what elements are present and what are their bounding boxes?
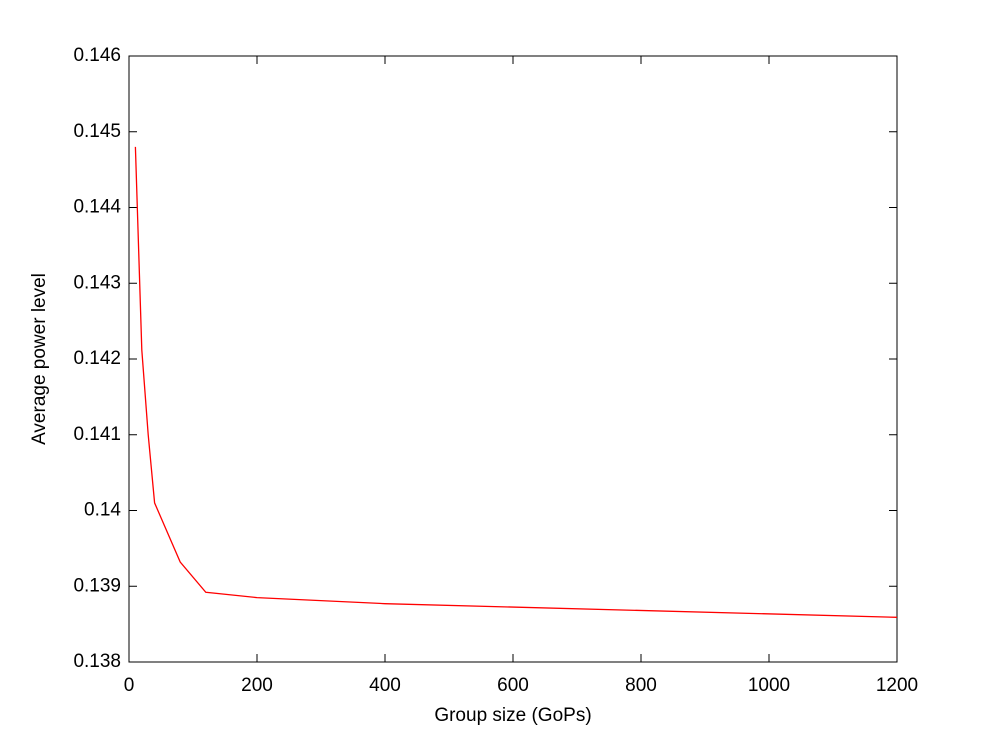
y-tick-label: 0.145 (73, 121, 121, 142)
x-tick-label: 200 (241, 675, 273, 696)
y-tick-label: 0.143 (73, 272, 121, 293)
plot-frame (128, 55, 898, 663)
y-tick-label: 0.141 (73, 424, 121, 445)
y-tick-label: 0.14 (84, 500, 121, 521)
y-axis-label: Average power level (29, 273, 50, 445)
data-line (134, 146, 898, 618)
x-tick-label: 600 (497, 675, 529, 696)
y-tick-label: 0.138 (73, 651, 121, 672)
x-tick-label: 1200 (876, 675, 918, 696)
y-tick-label: 0.144 (73, 197, 121, 218)
x-tick-label: 400 (369, 675, 401, 696)
x-tick-label: 0 (124, 675, 135, 696)
x-tick-label: 1000 (748, 675, 790, 696)
y-tick-label: 0.142 (73, 348, 121, 369)
x-tick-label: 800 (625, 675, 657, 696)
y-tick-label: 0.146 (73, 45, 121, 66)
x-axis-label: Group size (GoPs) (434, 705, 591, 726)
y-tick-label: 0.139 (73, 575, 121, 596)
